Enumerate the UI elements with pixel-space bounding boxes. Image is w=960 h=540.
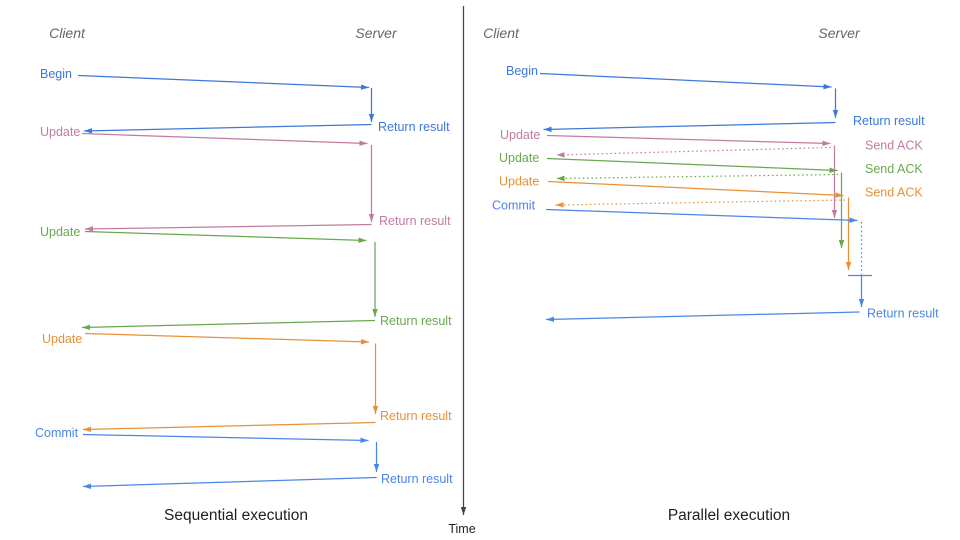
commit-request-arrowhead — [849, 217, 858, 223]
update1-response — [84, 223, 372, 232]
commit-service — [858, 276, 865, 307]
begin-response-arrowhead — [543, 126, 552, 133]
update3-service-arrowhead — [372, 406, 379, 414]
update1-service-arrowhead — [368, 214, 375, 222]
begin-service — [368, 88, 375, 122]
update1-request — [546, 134, 831, 146]
return-commit: Return result — [867, 307, 939, 321]
client-header: Client — [49, 25, 86, 41]
diagram-title: Parallel execution — [668, 507, 790, 524]
commit-service-arrowhead — [858, 299, 865, 307]
update1-service — [831, 145, 838, 218]
commit-response — [82, 476, 377, 489]
commit-response — [545, 311, 860, 323]
diagram-parallel: Client Server Begin Return result Update Send… — [483, 25, 939, 524]
update1-service — [368, 145, 375, 222]
diagram-sequential: Client Server Begin Return result Update Retu… — [35, 25, 453, 524]
update3-service-arrowhead — [845, 262, 852, 270]
update1-response-arrowhead — [85, 226, 94, 232]
begin-response — [83, 123, 372, 134]
client-header: Client — [483, 25, 520, 41]
update1-ack — [556, 146, 832, 158]
update1-ack-arrowhead — [556, 152, 565, 158]
msg-update-2: Update — [499, 151, 539, 165]
ack-update-1: Send ACK — [865, 139, 923, 153]
update1-request-arrowhead — [822, 140, 831, 146]
msg-update-2: Update — [40, 225, 80, 239]
update3-request — [84, 332, 370, 345]
commit-service-arrowhead — [373, 464, 380, 472]
msg-update-1: Update — [500, 128, 540, 142]
update2-ack — [556, 173, 839, 182]
server-header: Server — [355, 25, 398, 41]
commit-response-arrowhead — [546, 316, 555, 323]
msg-commit: Commit — [492, 199, 536, 213]
update2-service — [838, 172, 845, 248]
return-begin: Return result — [378, 120, 450, 134]
diagram-title: Sequential execution — [164, 507, 308, 524]
commit-response-arrowhead — [83, 483, 92, 489]
update3-response — [82, 421, 376, 433]
begin-response-arrowhead — [84, 128, 93, 134]
time-axis-line — [460, 6, 467, 515]
update2-service — [372, 242, 378, 317]
update3-ack-arrowhead — [555, 202, 564, 208]
update2-response — [81, 319, 376, 331]
msg-begin: Begin — [40, 67, 72, 81]
commit-request-arrowhead — [360, 437, 369, 444]
return-begin: Return result — [853, 114, 925, 128]
return-update-1: Return result — [379, 214, 451, 228]
ack-update-2: Send ACK — [865, 162, 923, 176]
return-commit: Return result — [381, 472, 453, 486]
begin-service — [832, 88, 839, 118]
time-axis-line-arrowhead — [460, 507, 467, 515]
update1-request-arrowhead — [359, 140, 368, 146]
begin-service-arrowhead — [368, 114, 375, 122]
update3-request-arrowhead — [360, 339, 369, 345]
update2-ack-arrowhead — [556, 175, 565, 182]
begin-response — [543, 121, 836, 133]
update2-service-arrowhead — [372, 309, 378, 317]
begin-request — [77, 74, 370, 90]
time-axis-label: Time — [448, 522, 475, 536]
commit-service — [373, 442, 380, 472]
server-header: Server — [818, 25, 861, 41]
begin-request — [539, 72, 832, 90]
update3-service — [372, 343, 379, 414]
update3-ack — [555, 199, 846, 208]
update2-response-arrowhead — [82, 324, 91, 331]
ack-update-3: Send ACK — [865, 186, 923, 200]
update2-request — [546, 157, 838, 173]
commit-request — [545, 208, 858, 223]
update3-request-arrowhead — [835, 192, 844, 198]
msg-update-3: Update — [499, 175, 539, 189]
update1-request — [81, 132, 368, 146]
msg-update-1: Update — [40, 125, 80, 139]
msg-update-3: Update — [42, 332, 82, 346]
begin-service-arrowhead — [832, 110, 839, 118]
return-update-3: Return result — [380, 409, 452, 423]
commit-request — [82, 433, 369, 444]
update3-service — [845, 197, 852, 270]
update3-response-arrowhead — [83, 426, 92, 433]
begin-request-arrowhead — [360, 84, 369, 90]
return-update-2: Return result — [380, 314, 452, 328]
update1-service-arrowhead — [831, 210, 838, 218]
begin-request-arrowhead — [823, 83, 832, 90]
update2-request-arrowhead — [829, 167, 838, 173]
msg-commit: Commit — [35, 426, 79, 440]
msg-begin: Begin — [506, 64, 538, 78]
update3-request — [547, 180, 844, 198]
update2-request-arrowhead — [358, 237, 367, 243]
update2-request — [84, 230, 367, 243]
update2-service-arrowhead — [838, 240, 845, 248]
time-axis: Time — [448, 6, 476, 536]
